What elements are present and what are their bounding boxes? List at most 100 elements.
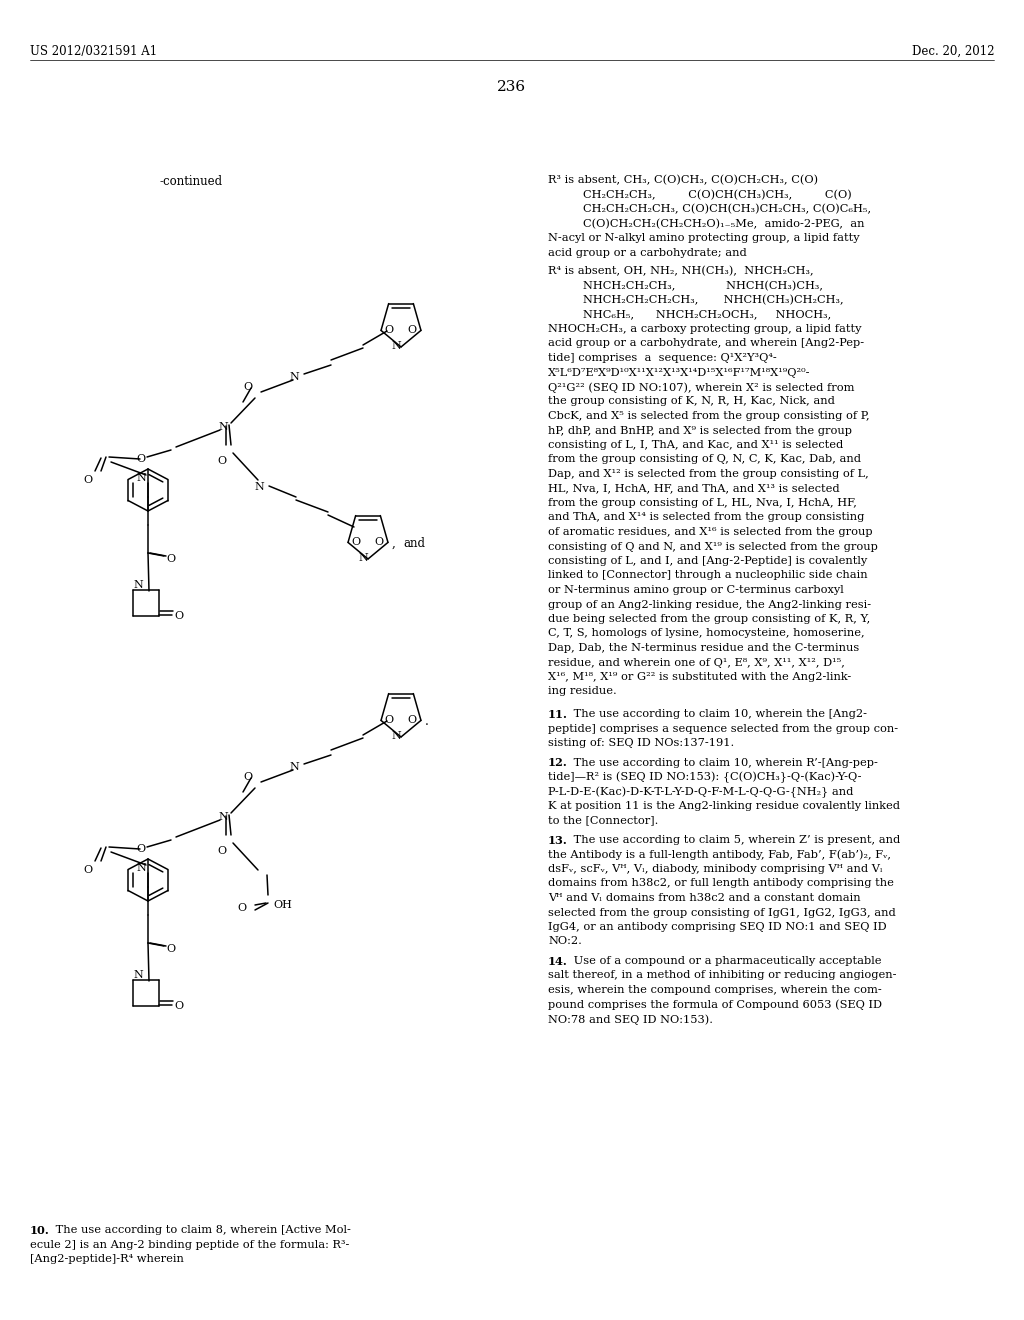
Text: O: O: [217, 455, 226, 466]
Text: O: O: [174, 611, 183, 620]
Text: The use according to claim 10, wherein R’-[Ang-pep-: The use according to claim 10, wherein R…: [570, 758, 878, 767]
Text: Use of a compound or a pharmaceutically acceptable: Use of a compound or a pharmaceutically …: [570, 956, 882, 966]
Text: N: N: [218, 812, 228, 822]
Text: C, T, S, homologs of lysine, homocysteine, homoserine,: C, T, S, homologs of lysine, homocystein…: [548, 628, 864, 639]
Text: O: O: [136, 454, 145, 465]
Text: N: N: [391, 731, 400, 741]
Text: the group consisting of K, N, R, H, Kac, Nick, and: the group consisting of K, N, R, H, Kac,…: [548, 396, 835, 407]
Text: esis, wherein the compound comprises, wherein the com-: esis, wherein the compound comprises, wh…: [548, 985, 882, 995]
Text: O: O: [244, 381, 253, 392]
Text: acid group or a carbohydrate, and wherein [Ang2-Pep-: acid group or a carbohydrate, and wherei…: [548, 338, 864, 348]
Text: NO:2.: NO:2.: [548, 936, 582, 946]
Text: consisting of Q and N, and X¹⁹ is selected from the group: consisting of Q and N, and X¹⁹ is select…: [548, 541, 878, 552]
Text: domains from h38c2, or full length antibody comprising the: domains from h38c2, or full length antib…: [548, 879, 894, 888]
Text: N: N: [218, 422, 228, 432]
Text: -continued: -continued: [160, 176, 223, 187]
Text: or N-terminus amino group or C-terminus carboxyl: or N-terminus amino group or C-terminus …: [548, 585, 844, 595]
Text: NHOCH₂CH₃, a carboxy protecting group, a lipid fatty: NHOCH₂CH₃, a carboxy protecting group, a…: [548, 323, 861, 334]
Text: N-acyl or N-alkyl amino protecting group, a lipid fatty: N-acyl or N-alkyl amino protecting group…: [548, 234, 859, 243]
Text: 236: 236: [498, 81, 526, 94]
Text: consisting of L, and I, and [Ang-2-Peptide] is covalently: consisting of L, and I, and [Ang-2-Pepti…: [548, 556, 867, 566]
Text: NO:78 and SEQ ID NO:153).: NO:78 and SEQ ID NO:153).: [548, 1014, 713, 1024]
Text: K at position 11 is the Ang2-linking residue covalently linked: K at position 11 is the Ang2-linking res…: [548, 801, 900, 810]
Text: O: O: [384, 326, 393, 335]
Text: tide]—R² is (SEQ ID NO:153): {C(O)CH₃}-Q-(Kac)-Y-Q-: tide]—R² is (SEQ ID NO:153): {C(O)CH₃}-Q…: [548, 772, 861, 783]
Text: N: N: [254, 482, 264, 492]
Text: O: O: [407, 326, 416, 335]
Text: The use according to claim 10, wherein the [Ang2-: The use according to claim 10, wherein t…: [570, 709, 867, 719]
Text: HL, Nva, I, HchA, HF, and ThA, and X¹³ is selected: HL, Nva, I, HchA, HF, and ThA, and X¹³ i…: [548, 483, 840, 494]
Text: N: N: [289, 762, 299, 772]
Text: N: N: [133, 970, 143, 979]
Text: O: O: [244, 772, 253, 781]
Text: O: O: [166, 944, 175, 954]
Text: the Antibody is a full-length antibody, Fab, Fab’, F(ab’)₂, Fᵥ,: the Antibody is a full-length antibody, …: [548, 850, 891, 861]
Text: N: N: [136, 863, 145, 873]
Text: and ThA, and X¹⁴ is selected from the group consisting: and ThA, and X¹⁴ is selected from the gr…: [548, 512, 864, 523]
Text: CH₂CH₂CH₃,         C(O)CH(CH₃)CH₃,         C(O): CH₂CH₂CH₃, C(O)CH(CH₃)CH₃, C(O): [583, 190, 852, 199]
Text: selected from the group consisting of IgG1, IgG2, IgG3, and: selected from the group consisting of Ig…: [548, 908, 896, 917]
Text: O: O: [217, 846, 226, 855]
Text: O: O: [136, 843, 145, 854]
Text: ,: ,: [392, 537, 396, 550]
Text: to the [Connector].: to the [Connector].: [548, 816, 658, 825]
Text: due being selected from the group consisting of K, R, Y,: due being selected from the group consis…: [548, 614, 870, 624]
Text: NHC₆H₅,      NHCH₂CH₂OCH₃,     NHOCH₃,: NHC₆H₅, NHCH₂CH₂OCH₃, NHOCH₃,: [583, 309, 831, 319]
Text: O: O: [238, 903, 247, 913]
Text: ecule 2] is an Ang-2 binding peptide of the formula: R³-: ecule 2] is an Ang-2 binding peptide of …: [30, 1239, 349, 1250]
Text: group of an Ang2-linking residue, the Ang2-linking resi-: group of an Ang2-linking residue, the An…: [548, 599, 871, 610]
Text: Vᴴ and Vₗ domains from h38c2 and a constant domain: Vᴴ and Vₗ domains from h38c2 and a const…: [548, 894, 860, 903]
Text: from the group consisting of L, HL, Nva, I, HchA, HF,: from the group consisting of L, HL, Nva,…: [548, 498, 857, 508]
Text: US 2012/0321591 A1: US 2012/0321591 A1: [30, 45, 157, 58]
Text: N: N: [289, 372, 299, 381]
Text: R⁴ is absent, OH, NH₂, NH(CH₃),  NHCH₂CH₃,: R⁴ is absent, OH, NH₂, NH(CH₃), NHCH₂CH₃…: [548, 267, 814, 276]
Text: O: O: [407, 715, 416, 726]
Text: and: and: [403, 537, 425, 550]
Text: acid group or a carbohydrate; and: acid group or a carbohydrate; and: [548, 248, 746, 257]
Text: peptide] comprises a sequence selected from the group con-: peptide] comprises a sequence selected f…: [548, 723, 898, 734]
Text: sisting of: SEQ ID NOs:137-191.: sisting of: SEQ ID NOs:137-191.: [548, 738, 734, 748]
Text: NHCH₂CH₂CH₂CH₃,       NHCH(CH₃)CH₂CH₃,: NHCH₂CH₂CH₂CH₃, NHCH(CH₃)CH₂CH₃,: [583, 294, 844, 305]
Text: R³ is absent, CH₃, C(O)CH₃, C(O)CH₂CH₃, C(O): R³ is absent, CH₃, C(O)CH₃, C(O)CH₂CH₃, …: [548, 176, 818, 185]
Text: NHCH₂CH₂CH₃,              NHCH(CH₃)CH₃,: NHCH₂CH₂CH₃, NHCH(CH₃)CH₃,: [583, 281, 823, 290]
Text: O: O: [351, 537, 360, 548]
Text: CH₂CH₂CH₂CH₃, C(O)CH(CH₃)CH₂CH₃, C(O)C₆H₅,: CH₂CH₂CH₂CH₃, C(O)CH(CH₃)CH₂CH₃, C(O)C₆H…: [583, 205, 871, 214]
Text: X¹⁶, M¹⁸, X¹⁹ or G²² is substituted with the Ang2-link-: X¹⁶, M¹⁸, X¹⁹ or G²² is substituted with…: [548, 672, 851, 682]
Text: C(O)CH₂CH₂(CH₂CH₂O)₁₋₅Me,  amido-2-PEG,  an: C(O)CH₂CH₂(CH₂CH₂O)₁₋₅Me, amido-2-PEG, a…: [583, 219, 864, 228]
Text: OH: OH: [273, 900, 292, 909]
Text: The use according to claim 5, wherein Z’ is present, and: The use according to claim 5, wherein Z’…: [570, 836, 900, 845]
Text: of aromatic residues, and X¹⁶ is selected from the group: of aromatic residues, and X¹⁶ is selecte…: [548, 527, 872, 537]
Text: pound comprises the formula of Compound 6053 (SEQ ID: pound comprises the formula of Compound …: [548, 999, 882, 1010]
Text: residue, and wherein one of Q¹, E⁸, X⁹, X¹¹, X¹², D¹⁵,: residue, and wherein one of Q¹, E⁸, X⁹, …: [548, 657, 845, 668]
Text: Dap, and X¹² is selected from the group consisting of L,: Dap, and X¹² is selected from the group …: [548, 469, 868, 479]
Text: 14.: 14.: [548, 956, 567, 968]
Text: O: O: [374, 537, 383, 548]
Text: N: N: [358, 553, 368, 564]
Text: ing residue.: ing residue.: [548, 686, 616, 697]
Text: 10.: 10.: [30, 1225, 50, 1236]
Text: tide] comprises  a  sequence: Q¹X²Y³Q⁴-: tide] comprises a sequence: Q¹X²Y³Q⁴-: [548, 352, 777, 363]
Text: [Ang2-peptide]-R⁴ wherein: [Ang2-peptide]-R⁴ wherein: [30, 1254, 184, 1265]
Text: consisting of L, I, ThA, and Kac, and X¹¹ is selected: consisting of L, I, ThA, and Kac, and X¹…: [548, 440, 843, 450]
Text: N: N: [136, 473, 145, 483]
Text: dsFᵥ, scFᵥ, Vᴴ, Vₗ, diabody, minibody comprising Vᴴ and Vₗ: dsFᵥ, scFᵥ, Vᴴ, Vₗ, diabody, minibody co…: [548, 865, 883, 874]
Text: CbcK, and X⁵ is selected from the group consisting of P,: CbcK, and X⁵ is selected from the group …: [548, 411, 869, 421]
Text: Q²¹G²² (SEQ ID NO:107), wherein X² is selected from: Q²¹G²² (SEQ ID NO:107), wherein X² is se…: [548, 381, 854, 392]
Text: .: .: [425, 715, 429, 729]
Text: 13.: 13.: [548, 836, 567, 846]
Text: O: O: [83, 865, 92, 875]
Text: N: N: [391, 341, 400, 351]
Text: salt thereof, in a method of inhibiting or reducing angiogen-: salt thereof, in a method of inhibiting …: [548, 970, 896, 981]
Text: from the group consisting of Q, N, C, K, Kac, Dab, and: from the group consisting of Q, N, C, K,…: [548, 454, 861, 465]
Text: Dec. 20, 2012: Dec. 20, 2012: [911, 45, 994, 58]
Text: Dap, Dab, the N-terminus residue and the C-terminus: Dap, Dab, the N-terminus residue and the…: [548, 643, 859, 653]
Text: O: O: [384, 715, 393, 726]
Text: N: N: [133, 579, 143, 590]
Text: X⁵L⁶D⁷E⁸X⁹D¹⁰X¹¹X¹²X¹³X¹⁴D¹⁵X¹⁶F¹⁷M¹⁸X¹⁹Q²⁰-: X⁵L⁶D⁷E⁸X⁹D¹⁰X¹¹X¹²X¹³X¹⁴D¹⁵X¹⁶F¹⁷M¹⁸X¹⁹…: [548, 367, 811, 378]
Text: The use according to claim 8, wherein [Active Mol-: The use according to claim 8, wherein [A…: [52, 1225, 351, 1236]
Text: O: O: [174, 1001, 183, 1011]
Text: P-L-D-E-(Kac)-D-K-T-L-Y-D-Q-F-M-L-Q-Q-G-{NH₂} and: P-L-D-E-(Kac)-D-K-T-L-Y-D-Q-F-M-L-Q-Q-G-…: [548, 787, 853, 797]
Text: linked to [Connector] through a nucleophilic side chain: linked to [Connector] through a nucleoph…: [548, 570, 867, 581]
Text: 11.: 11.: [548, 709, 568, 719]
Text: IgG4, or an antibody comprising SEQ ID NO:1 and SEQ ID: IgG4, or an antibody comprising SEQ ID N…: [548, 921, 887, 932]
